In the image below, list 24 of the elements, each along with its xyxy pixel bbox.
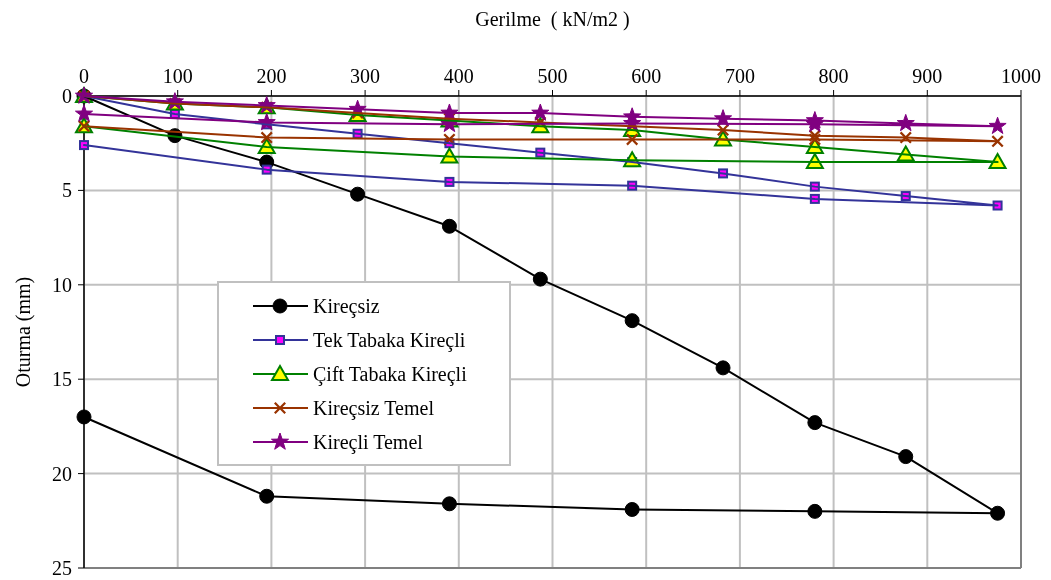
legend-label: Kireçli Temel [313,431,424,454]
y-tick-label: 5 [62,179,72,202]
x-tick-label: 700 [724,65,755,87]
x-tick-label: 600 [631,65,662,87]
legend-label: Kireçsiz [313,295,380,318]
y-tick-label: 0 [62,85,72,107]
y-axis-title: Oturma (mm) [12,276,35,388]
legend-label: Çift Tabaka Kireçli [313,363,468,386]
x-tick-label: 300 [350,65,381,87]
y-tick-label: 15 [52,368,72,391]
x-tick-label: 800 [818,65,849,87]
legend-label: Kireçsiz Temel [313,397,435,420]
x-tick-label: 900 [912,65,943,87]
legend-label: Tek Tabaka Kireçli [313,329,466,352]
y-tick-label: 25 [52,557,72,579]
x-tick-label: 500 [537,65,568,87]
x-tick-label: 0 [79,65,89,87]
x-tick-label: 400 [443,65,474,87]
x-axis-title: Gerilme ( kN/m2 ) [475,8,630,31]
y-tick-label: 20 [52,462,72,485]
x-tick-label: 100 [162,65,193,87]
x-tick-label: 200 [256,65,287,87]
y-tick-label: 10 [52,273,72,296]
x-tick-label: 1000 [1001,65,1041,87]
